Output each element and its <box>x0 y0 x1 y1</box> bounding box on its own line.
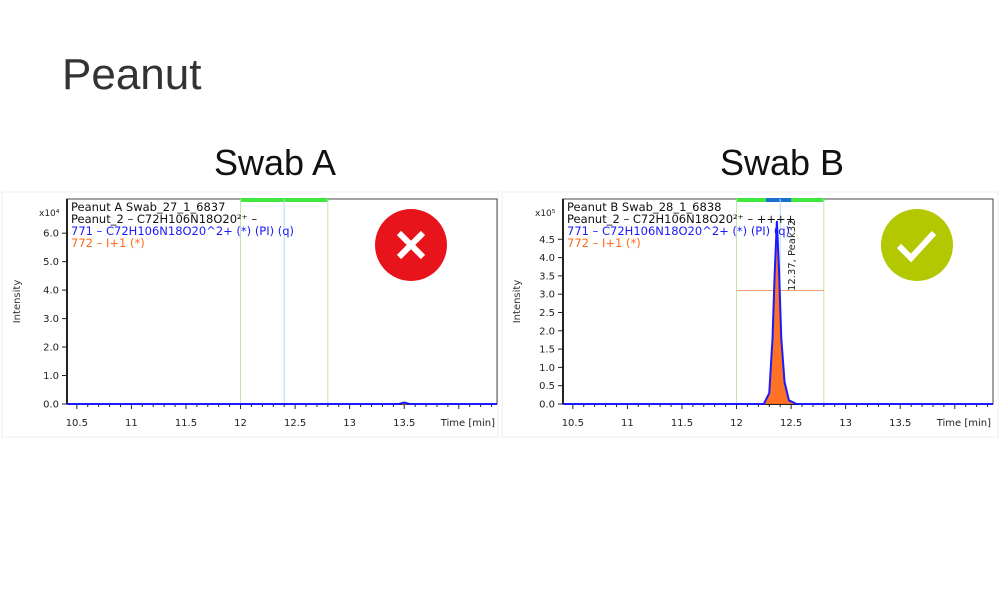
swab-b-title: Swab B <box>719 142 845 183</box>
x-tick-label: 13 <box>343 418 356 429</box>
peak-range-bar <box>765 198 792 202</box>
legend-entry: Peanut_2 – C72H106N18O20²⁺ – <box>71 212 257 226</box>
y-tick-label: 2.0 <box>539 326 555 337</box>
cross-icon <box>375 209 447 281</box>
y-tick-label: 1.5 <box>539 345 555 356</box>
y-tick-label: 0.5 <box>539 381 555 392</box>
x-tick-label: 11.5 <box>175 418 197 429</box>
legend-entry: 771 – C72H106N18O20^2+ (*) (PI) (q) <box>567 224 790 238</box>
y-tick-label: 5.0 <box>43 257 59 268</box>
chart-swab-b: 10.5 11 11.5 12 12.5 13 13.5 Time [min] 0.0 0.5 1.… <box>501 191 999 438</box>
x-tick-label: 12 <box>234 418 247 429</box>
x-axis-label: Time [min] <box>936 418 991 429</box>
x-axis-label: Time [min] <box>440 418 495 429</box>
x-tick-label: 11 <box>621 418 634 429</box>
y-tick-label: 2.0 <box>43 343 59 354</box>
y-tick-label: 3.0 <box>43 314 59 325</box>
cross-mark <box>396 230 426 260</box>
y-tick-label: 0.0 <box>539 400 555 411</box>
legend-entry: 772 – I+1 (*) <box>567 236 641 250</box>
x-tick-label: 11 <box>125 418 138 429</box>
legend-entry: 771 – C72H106N18O20^2+ (*) (PI) (q) <box>71 224 294 238</box>
y-tick-label: 0.0 <box>43 400 59 411</box>
y-tick-label: 4.0 <box>539 253 555 264</box>
legend-entry: Peanut B Swab_28_1_6838 <box>567 200 721 214</box>
chart-swab-a: 10.5 11 11.5 12 12.5 13 13.5 Time [min] 0.0 1.0 2.… <box>1 191 499 438</box>
y-tick-label: 3.5 <box>539 271 555 282</box>
y-multiplier: x10⁴ <box>39 209 60 219</box>
x-tick-label: 13.5 <box>393 418 415 429</box>
swab-a-title: Swab A <box>213 142 337 183</box>
check-mark <box>896 230 937 263</box>
y-tick-label: 4.0 <box>43 286 59 297</box>
x-tick-label: 12.5 <box>780 418 802 429</box>
x-tick-label: 13.5 <box>889 418 911 429</box>
y-tick-label: 1.0 <box>539 363 555 374</box>
legend-entry: 772 – I+1 (*) <box>71 236 145 250</box>
peak-label: 12.37, Peak32 <box>787 220 798 291</box>
x-tick-label: 11.5 <box>671 418 693 429</box>
x-tick-label: 10.5 <box>562 418 584 429</box>
y-multiplier: x10⁵ <box>535 209 556 219</box>
series-line-771 <box>67 401 497 405</box>
y-tick-label: 4.5 <box>539 235 555 246</box>
x-tick-label: 13 <box>839 418 852 429</box>
y-tick-label: 2.5 <box>539 308 555 319</box>
page-title: Peanut <box>62 50 202 99</box>
series-area-772 <box>563 235 993 404</box>
legend-entry: Peanut A Swab_27_1_6837 <box>71 200 225 214</box>
y-tick-label: 3.0 <box>539 290 555 301</box>
check-icon <box>881 209 953 281</box>
series-line-771 <box>563 220 993 405</box>
x-tick-label: 12 <box>730 418 743 429</box>
y-tick-label: 6.0 <box>43 229 59 240</box>
x-tick-label: 12.5 <box>284 418 306 429</box>
y-axis-label: Intensity <box>512 280 523 324</box>
legend-entry: Peanut_2 – C72H106N18O20²⁺ – ++++ <box>567 212 795 226</box>
y-axis-label: Intensity <box>12 280 23 324</box>
y-tick-label: 1.0 <box>43 371 59 382</box>
status-circle <box>881 209 953 281</box>
x-tick-label: 10.5 <box>66 418 88 429</box>
